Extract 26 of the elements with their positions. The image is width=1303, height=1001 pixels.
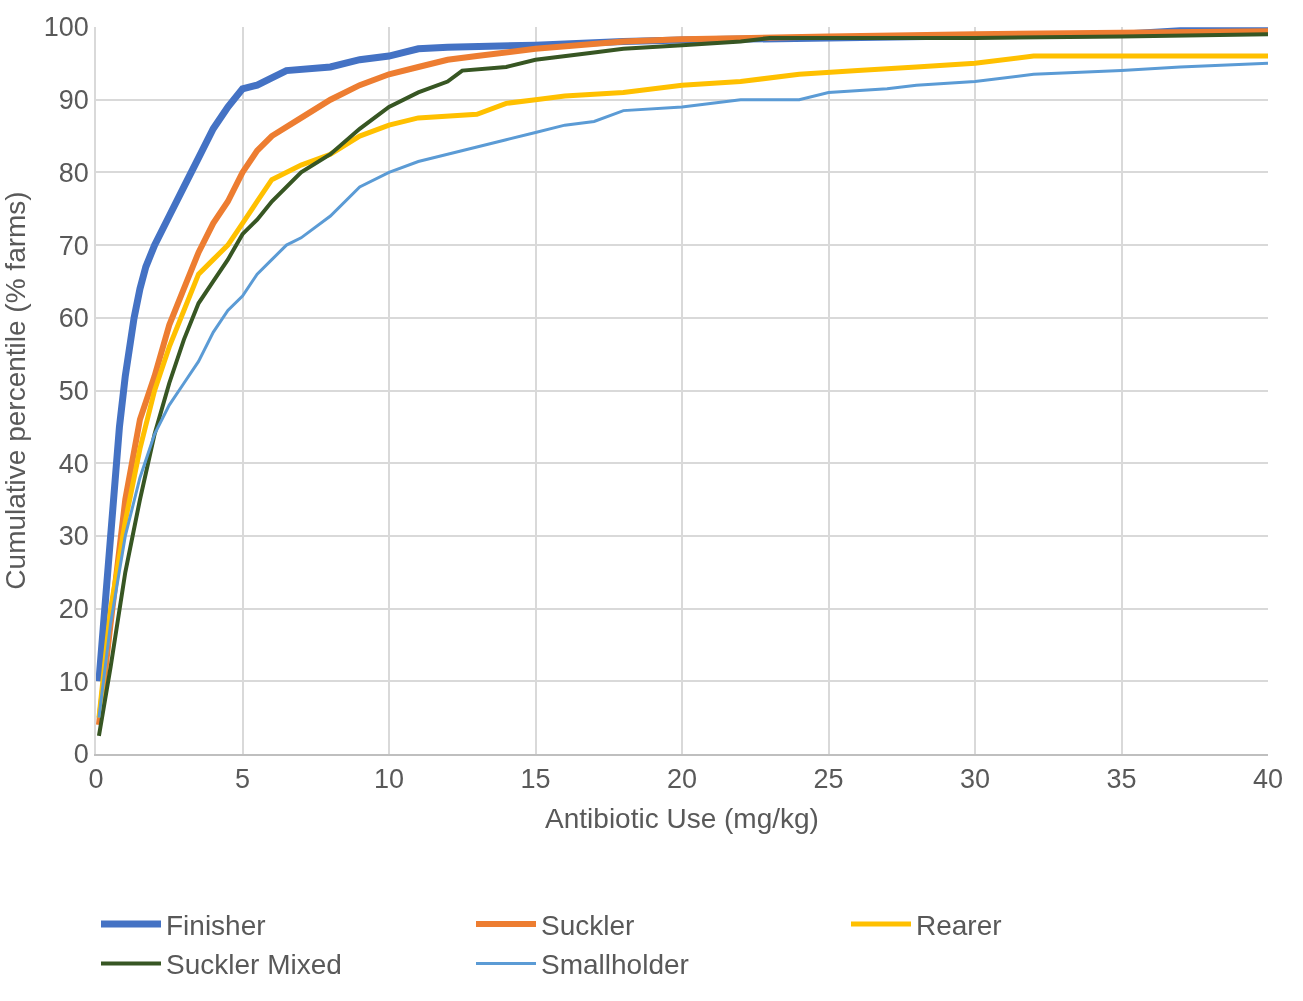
x-tick-label: 35 bbox=[1106, 764, 1137, 795]
legend-label: Suckler Mixed bbox=[166, 949, 342, 981]
y-tick-label: 30 bbox=[58, 521, 89, 552]
y-tick-label: 50 bbox=[58, 375, 89, 406]
y-tick-label: 90 bbox=[58, 85, 89, 116]
y-tick-label: 60 bbox=[58, 303, 89, 334]
legend-label: Rearer bbox=[916, 910, 1002, 942]
x-axis-title: Antibiotic Use (mg/kg) bbox=[545, 803, 819, 834]
y-tick-label: 10 bbox=[58, 666, 89, 697]
x-tick-label: 25 bbox=[813, 764, 844, 795]
x-tick-label: 10 bbox=[373, 764, 405, 795]
legend-label: Finisher bbox=[166, 910, 266, 942]
y-tick-label: 20 bbox=[58, 594, 89, 625]
y-tick-label: 100 bbox=[43, 12, 89, 43]
y-tick-label: 40 bbox=[58, 448, 89, 479]
x-tick-label: 30 bbox=[959, 764, 991, 795]
legend-label: Suckler bbox=[541, 910, 635, 942]
y-tick-label: 0 bbox=[73, 739, 89, 770]
x-tick-label: 20 bbox=[666, 764, 698, 795]
y-tick-label: 70 bbox=[58, 230, 89, 261]
x-tick-label: 40 bbox=[1252, 764, 1284, 795]
y-axis-title: Cumulative percentile (% farms) bbox=[0, 191, 31, 590]
x-tick-label: 5 bbox=[234, 764, 251, 795]
x-tick-label: 15 bbox=[520, 764, 551, 795]
y-tick-label: 80 bbox=[58, 157, 89, 188]
legend-label: Smallholder bbox=[541, 949, 689, 981]
